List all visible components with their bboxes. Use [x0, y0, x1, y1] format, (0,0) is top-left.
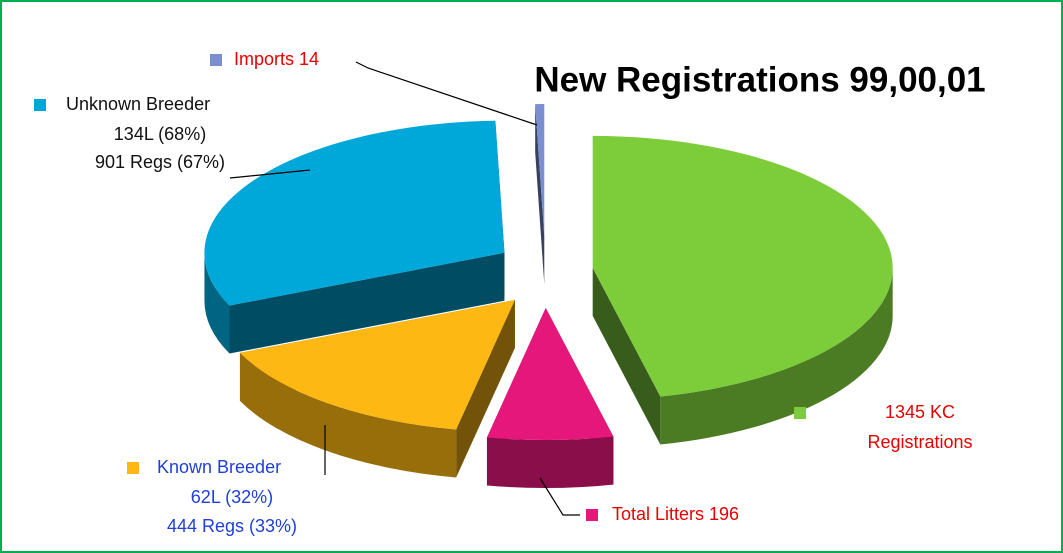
leader-line: [229, 169, 311, 179]
leader-line: [355, 61, 538, 126]
label-swatch: [586, 509, 598, 521]
pie-slice: [535, 104, 545, 237]
data-label: 901 Regs (67%): [95, 152, 225, 172]
slice-wall: [229, 252, 505, 354]
slice-wall: [535, 104, 545, 285]
labels: 1345 KC Registrations Total Litters 196 Kno…: [34, 49, 973, 536]
slice-side: [486, 436, 614, 488]
pie-slice: [239, 300, 515, 430]
data-label: Total Litters 196: [612, 504, 739, 524]
leader-line: [539, 477, 580, 516]
data-label: Unknown Breeder: [66, 94, 210, 114]
slice-side: [660, 267, 893, 445]
data-label: 62L (32%): [191, 487, 273, 507]
slice-wall: [592, 267, 661, 445]
label-swatch: [127, 462, 139, 474]
label-swatch: [210, 54, 222, 66]
pie-slice: [592, 135, 893, 397]
label-swatch: [34, 99, 46, 111]
label-swatch: [794, 407, 806, 419]
pie-tops: [204, 104, 893, 440]
data-label: Known Breeder: [157, 457, 281, 477]
pie-slice: [204, 120, 505, 306]
slice-side: [239, 352, 457, 478]
data-label: 134L (68%): [114, 124, 206, 144]
chart-title: New Registrations 99,00,01: [534, 60, 985, 99]
slice-side: [204, 252, 230, 354]
data-label: 444 Regs (33%): [167, 516, 297, 536]
data-label: 1345 KC: [885, 402, 955, 422]
data-label: Imports 14: [234, 49, 319, 69]
data-label: Registrations: [867, 432, 972, 452]
pie-slice: [486, 307, 614, 440]
